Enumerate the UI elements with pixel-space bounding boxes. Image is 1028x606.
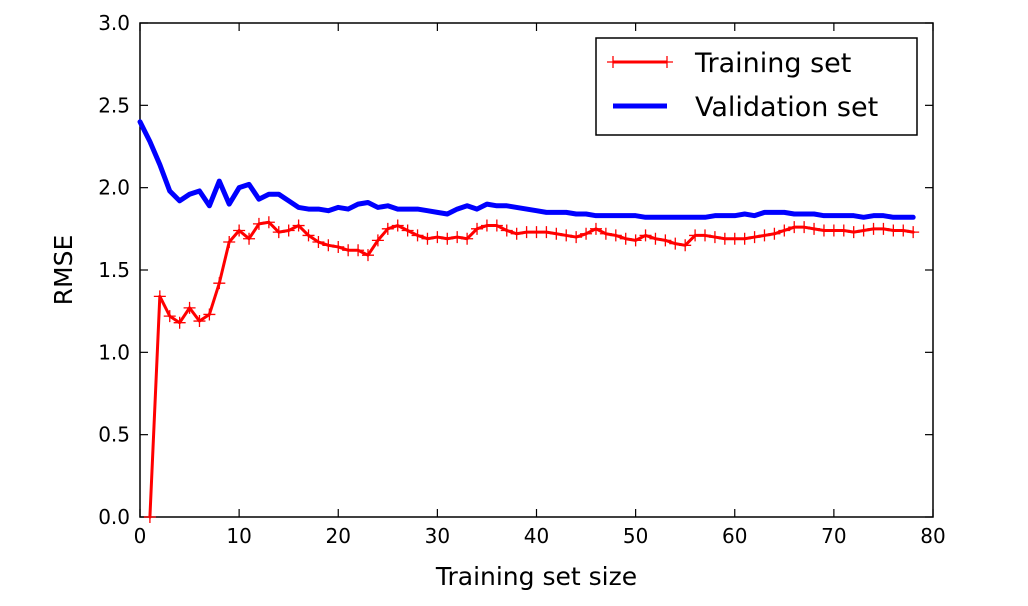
- series-training: [143, 216, 920, 523]
- data-point-marker: [381, 222, 394, 235]
- data-point-marker: [431, 231, 444, 244]
- data-point-marker: [471, 222, 484, 235]
- data-point-marker: [500, 224, 513, 237]
- data-point-marker: [699, 229, 712, 242]
- data-point-marker: [282, 224, 295, 237]
- data-point-marker: [877, 222, 890, 235]
- data-point-marker: [173, 316, 186, 329]
- data-point-marker: [391, 219, 404, 232]
- data-point-marker: [570, 231, 583, 244]
- data-point-marker: [768, 227, 781, 240]
- data-point-marker: [847, 226, 860, 239]
- y-tick-label: 2.5: [98, 93, 130, 117]
- data-point-marker: [907, 226, 920, 239]
- data-point-marker: [233, 224, 246, 237]
- legend: Training set Validation set: [595, 37, 918, 136]
- data-point-marker: [649, 232, 662, 245]
- y-axis-label: RMSE: [49, 235, 78, 306]
- data-point-marker: [292, 219, 305, 232]
- data-point-marker: [679, 239, 692, 252]
- data-point-marker: [599, 227, 612, 240]
- data-point-marker: [213, 277, 226, 290]
- data-point-marker: [252, 217, 265, 230]
- data-point-marker: [312, 236, 325, 249]
- data-point-marker: [540, 226, 553, 239]
- y-tick-label: 0.0: [98, 505, 130, 529]
- data-point-marker: [639, 229, 652, 242]
- data-point-marker: [738, 232, 751, 245]
- x-axis-label: Training set size: [435, 562, 637, 591]
- x-tick-label: 80: [920, 524, 945, 548]
- data-point-marker: [798, 221, 811, 234]
- data-point-marker: [808, 222, 821, 235]
- data-point-marker: [589, 222, 602, 235]
- data-point-marker: [322, 239, 335, 252]
- data-point-marker: [837, 224, 850, 237]
- x-tick-label: 20: [326, 524, 351, 548]
- legend-entry-label: Training set: [694, 48, 851, 79]
- data-point-marker: [609, 229, 622, 242]
- data-point-marker: [352, 244, 365, 257]
- data-point-marker: [421, 232, 434, 245]
- data-point-marker: [580, 227, 593, 240]
- y-tick-label: 3.0: [98, 11, 130, 35]
- data-point-marker: [272, 226, 285, 239]
- legend-swatch-marker: [607, 56, 619, 68]
- legend-swatch-marker: [661, 56, 673, 68]
- data-point-marker: [897, 224, 910, 237]
- data-point-marker: [490, 219, 503, 232]
- x-tick-label: 70: [821, 524, 846, 548]
- x-tick-label: 50: [623, 524, 648, 548]
- data-point-marker: [361, 249, 374, 262]
- data-point-marker: [163, 310, 176, 323]
- data-point-marker: [708, 231, 721, 244]
- data-point-marker: [619, 232, 632, 245]
- legend-box: [595, 37, 918, 136]
- data-point-marker: [669, 237, 682, 250]
- data-point-marker: [183, 301, 196, 314]
- series-line: [137, 119, 916, 220]
- data-point-marker: [659, 234, 672, 247]
- data-point-marker: [302, 229, 315, 242]
- series-validation: [137, 119, 916, 220]
- data-point-marker: [550, 227, 563, 240]
- data-point-marker: [401, 224, 414, 237]
- data-point-marker: [153, 290, 166, 303]
- data-point-marker: [451, 231, 464, 244]
- legend-entry-label: Validation set: [695, 92, 878, 123]
- data-point-marker: [223, 236, 236, 249]
- y-tick-label: 1.5: [98, 258, 130, 282]
- data-point-marker: [441, 232, 454, 245]
- data-point-marker: [461, 232, 474, 245]
- data-point-marker: [748, 231, 761, 244]
- y-tick-label: 1.0: [98, 340, 130, 364]
- data-point-marker: [629, 234, 642, 247]
- data-point-marker: [143, 511, 156, 523]
- x-tick-label: 10: [226, 524, 251, 548]
- data-point-marker: [371, 234, 384, 247]
- x-tick-label: 30: [425, 524, 450, 548]
- x-tick-label: 0: [134, 524, 147, 548]
- y-tick-label: 2.0: [98, 176, 130, 200]
- y-tick-label: 0.5: [98, 423, 130, 447]
- series-layer: [137, 119, 920, 523]
- data-point-marker: [560, 229, 573, 242]
- data-point-marker: [262, 216, 275, 229]
- x-tick-label: 40: [524, 524, 549, 548]
- data-point-marker: [332, 240, 345, 253]
- axis-ticks: 0 10 20 30 40 50 60 70 80 0.0 0.5 1.0 1.5 2.0 2.5 3.0: [98, 11, 946, 548]
- data-point-marker: [758, 229, 771, 242]
- data-point-marker: [243, 232, 256, 245]
- data-point-marker: [193, 315, 206, 328]
- data-point-marker: [510, 227, 523, 240]
- data-point-marker: [203, 308, 216, 321]
- data-point-marker: [857, 224, 870, 237]
- data-point-marker: [778, 224, 791, 237]
- data-point-marker: [411, 229, 424, 242]
- x-tick-label: 60: [722, 524, 747, 548]
